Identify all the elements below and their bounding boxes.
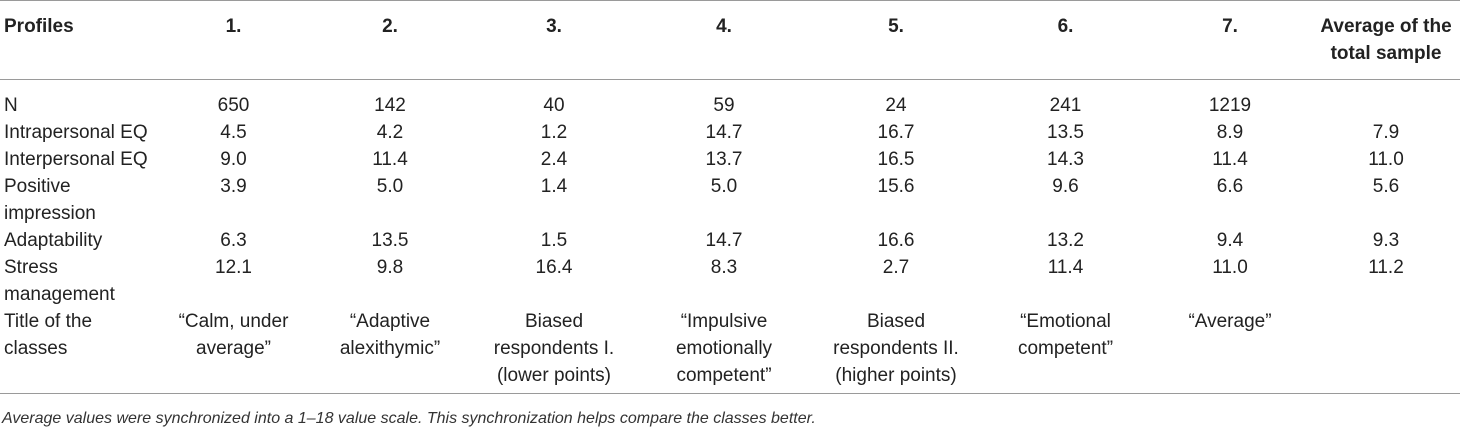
header-row: Profiles 1. 2. 3. 4. 5. 6. 7. Average of… [0, 0, 1460, 80]
table-cell: 4.2 [376, 122, 404, 143]
table-cell: 5.0 [376, 176, 404, 197]
table-cell: 1.4 [540, 176, 568, 197]
table-cell: 16.6 [877, 230, 915, 251]
header-cell: 1. [156, 0, 311, 80]
row-label: Adaptability [4, 230, 103, 251]
table-cell: 14.7 [705, 230, 743, 251]
row-label: Title of the classes [0, 308, 156, 394]
table-body: N 650 142 40 59 24 241 1219 Intrapersonal EQ 4.5 4… [0, 80, 1460, 394]
table-row: Stress management 12.1 9.8 16.4 8.3 2.7 11.4 11… [0, 254, 1460, 308]
table-cell: 1219 [1208, 95, 1252, 116]
table-cell: 9.0 [220, 149, 247, 170]
table-cell: 13.2 [1047, 230, 1084, 251]
table-row: Adaptability 6.3 13.5 1.5 14.7 16.6 13.2 9.4 9.3 [0, 227, 1460, 254]
table-cell: 12.1 [215, 257, 252, 278]
row-label: Interpersonal EQ [4, 149, 148, 170]
row-label: Stress management [4, 257, 115, 305]
table-cell: 142 [374, 95, 406, 116]
table-cell: 2.4 [540, 149, 568, 170]
table-cell: 2.7 [882, 257, 910, 278]
table-cell: 40 [543, 95, 565, 116]
table-cell: 16.7 [877, 122, 915, 143]
row-label: Positive impression [4, 176, 96, 224]
table-cell: 11.2 [1368, 257, 1404, 278]
profiles-table: Profiles 1. 2. 3. 4. 5. 6. 7. Average of… [0, 0, 1460, 394]
table-cell: 1.2 [540, 122, 568, 143]
table-cell: 241 [1049, 95, 1082, 116]
table-cell: Biased respondents I. (lower points) [469, 308, 639, 394]
header-cell: Profiles [0, 0, 156, 80]
table-cell: 15.6 [877, 176, 915, 197]
table-cell: 9.4 [1216, 230, 1244, 251]
table-cell: 13.5 [1047, 122, 1084, 143]
table-cell: 9.8 [376, 257, 404, 278]
table-cell: 9.3 [1372, 230, 1400, 251]
table-cell: “Impulsive emotionally competent” [639, 308, 809, 394]
table-cell [1312, 308, 1460, 394]
table-cell: 13.5 [371, 230, 409, 251]
table-cell: 13.7 [705, 149, 743, 170]
table-cell: 11.0 [1212, 257, 1248, 278]
header-cell: 6. [983, 0, 1148, 80]
table-cell: “Emotional competent” [983, 308, 1148, 394]
table-row: Title of the classes “Calm, under average… [0, 308, 1460, 394]
table-row: Interpersonal EQ 9.0 11.4 2.4 13.7 16.5 14.3 11… [0, 146, 1460, 173]
header-cell: 4. [639, 0, 809, 80]
table-cell: 11.4 [1047, 257, 1084, 278]
table-cell: 9.6 [1052, 176, 1079, 197]
table-cell: 14.3 [1047, 149, 1084, 170]
table-row: N 650 142 40 59 24 241 1219 [0, 80, 1460, 120]
table-cell: 11.4 [372, 149, 408, 170]
table-cell [1312, 80, 1460, 120]
table-cell: Biased respondents II. (higher points) [809, 308, 983, 394]
table-cell: 59 [713, 95, 735, 116]
table-footnote: Average values were synchronized into a … [2, 410, 816, 427]
header-cell: 5. [809, 0, 983, 80]
table-cell: 5.0 [710, 176, 738, 197]
table-cell: “Calm, under average” [156, 308, 311, 394]
header-cell: Average of the total sample [1312, 0, 1460, 80]
row-label: Intrapersonal EQ [4, 122, 148, 143]
table-cell: 3.9 [220, 176, 247, 197]
table-row: Intrapersonal EQ 4.5 4.2 1.2 14.7 16.7 13.5 8.9… [0, 119, 1460, 146]
table-cell: 6.3 [220, 230, 247, 251]
row-label: N [4, 95, 18, 116]
table-cell: 24 [885, 95, 907, 116]
table-cell: 4.5 [220, 122, 247, 143]
header-cell: 2. [311, 0, 469, 80]
table-cell: 6.6 [1216, 176, 1244, 197]
table-cell: 5.6 [1372, 176, 1400, 197]
table-cell: 650 [217, 95, 250, 116]
table-row: Positive impression 3.9 5.0 1.4 5.0 15.6 9.6 6.… [0, 173, 1460, 227]
table-cell: 14.7 [705, 122, 743, 143]
table-cell: 11.0 [1368, 149, 1404, 170]
header-cell: 7. [1148, 0, 1312, 80]
header-cell: 3. [469, 0, 639, 80]
table-cell: 1.5 [540, 230, 568, 251]
table-cell: 11.4 [1212, 149, 1248, 170]
table-cell: 16.4 [535, 257, 573, 278]
table-cell: “Adaptive alexithymic” [311, 308, 469, 394]
table-cell: 8.9 [1216, 122, 1244, 143]
table-cell: 16.5 [877, 149, 915, 170]
table-cell: 7.9 [1372, 122, 1400, 143]
table-cell: “Average” [1148, 308, 1312, 394]
table-cell: 8.3 [710, 257, 738, 278]
